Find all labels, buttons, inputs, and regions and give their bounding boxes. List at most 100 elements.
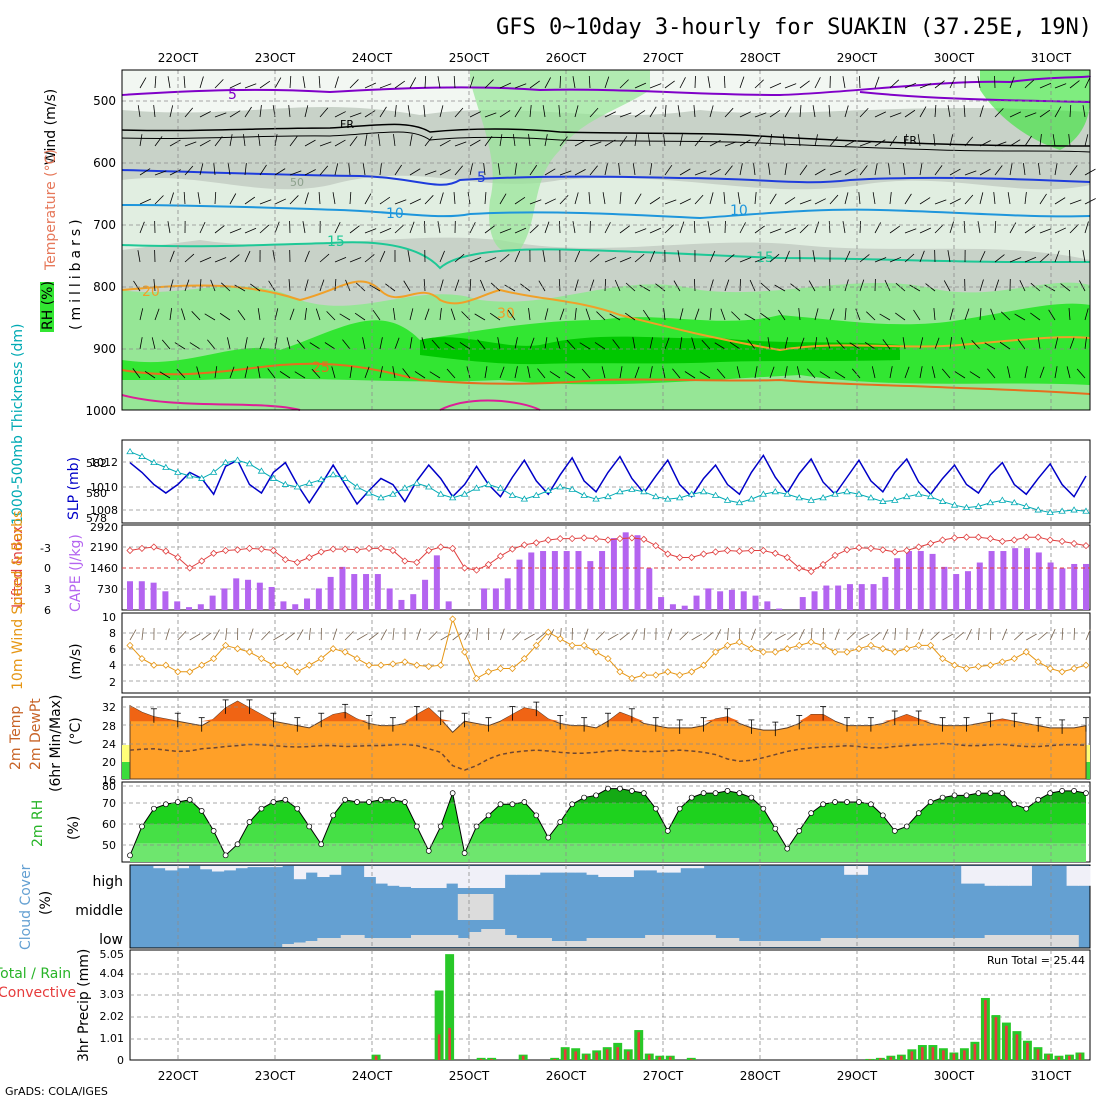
wind-barb <box>377 134 381 147</box>
contour-label: 25 <box>312 360 330 376</box>
wind-barb <box>484 136 493 147</box>
wind-barb <box>484 112 497 118</box>
wind-barb <box>559 170 572 176</box>
thickness-marker <box>1010 498 1019 506</box>
cloud-low-block <box>820 938 833 947</box>
thickness-marker <box>269 474 278 481</box>
wind-barb <box>934 337 940 350</box>
wind-barb <box>227 337 231 350</box>
cloud-low-block <box>949 938 962 947</box>
wind-barb <box>1024 225 1036 234</box>
wind-barb <box>784 366 788 379</box>
wind-barb <box>947 105 951 118</box>
thickness-marker <box>664 495 672 502</box>
wind-barb <box>304 308 307 321</box>
wind-barb <box>619 112 632 118</box>
wind-barb <box>274 221 280 234</box>
cloud-high-block <box>610 866 623 877</box>
wind-barb <box>199 279 202 292</box>
thickness-marker <box>257 467 266 474</box>
lifted-index-marker <box>592 535 600 543</box>
wind-barb <box>454 279 460 292</box>
thickness-marker <box>353 483 361 490</box>
rh2m-marker <box>174 799 181 805</box>
wind10m-barb <box>273 633 284 641</box>
wind-barb <box>767 163 771 176</box>
date-label-bottom: 31OCT <box>1031 1069 1072 1083</box>
lifted-index-marker <box>927 539 935 548</box>
rh-green-patch <box>980 70 1090 150</box>
thickness-marker <box>329 471 337 478</box>
wind-barb <box>544 198 556 205</box>
wind-barb <box>489 312 501 321</box>
wind-barb <box>714 342 726 350</box>
lifted-index-marker <box>628 534 636 542</box>
wind10m-barbs <box>129 627 1091 641</box>
wind-barb <box>499 82 512 89</box>
wind-barb <box>919 197 931 205</box>
wind-barb <box>1024 192 1027 205</box>
wind-barb <box>332 192 336 205</box>
wind-barb <box>274 168 286 176</box>
lifted-index-marker <box>413 558 421 566</box>
cloud-high-block <box>633 866 646 871</box>
cape-bar <box>174 601 181 610</box>
lifted-index-marker <box>986 535 994 543</box>
lifted-index-marker <box>138 544 146 552</box>
cloud-high-block <box>153 866 166 869</box>
wind-barb <box>1069 104 1072 118</box>
cloud-high-block <box>446 866 459 884</box>
lifted-index-marker <box>855 544 863 552</box>
wind-barb <box>589 107 599 118</box>
wind-barb <box>836 339 846 350</box>
wind-barb <box>639 284 651 292</box>
thickness-marker <box>879 497 887 504</box>
wind-barb <box>409 134 413 147</box>
wind10m-barb <box>261 631 271 641</box>
wind-barb <box>439 308 442 321</box>
wind-barb <box>904 193 912 205</box>
wind-barb <box>619 79 629 89</box>
wind-barb <box>634 134 638 147</box>
wind-barb <box>634 228 647 234</box>
thickness-marker <box>389 490 397 497</box>
wind-barb <box>934 105 937 118</box>
wind-barb <box>379 250 386 263</box>
lifted-index-marker <box>867 544 875 552</box>
wind-barb <box>184 107 194 118</box>
temp-tick: 20 <box>102 756 116 769</box>
wind-barb <box>1009 163 1013 176</box>
wind10m-barb <box>440 633 452 641</box>
wind-barb <box>933 134 936 147</box>
wind-barb <box>864 341 876 350</box>
wind-barb <box>379 83 392 89</box>
wind10m-marker <box>365 661 373 669</box>
wind-barb <box>904 82 917 89</box>
wind10m-marker <box>496 664 505 673</box>
wind10m-marker <box>353 655 361 663</box>
wind-barb <box>184 141 197 147</box>
wind-barb <box>219 312 231 321</box>
wind-barb <box>288 105 291 118</box>
wind-barb <box>1039 366 1045 379</box>
wind10m-marker <box>640 671 648 679</box>
lifted-index-marker <box>891 548 899 556</box>
wind-barb <box>1044 284 1056 292</box>
wind-barb <box>604 257 617 263</box>
contour-label: 15 <box>327 234 345 250</box>
wind10m-barb <box>296 629 304 641</box>
ylabel-temperature: Temperature (°C) <box>43 149 59 271</box>
wind-barb <box>977 76 981 89</box>
cloud-high-block <box>1008 866 1021 886</box>
cloud-high-block <box>399 866 412 887</box>
wind-barb <box>364 82 377 89</box>
wind-barb <box>829 170 842 176</box>
cloud-high-block <box>680 866 693 869</box>
precip-convective-bar <box>868 1059 872 1060</box>
precip-convective-bar <box>658 1056 662 1060</box>
cloud-high-block <box>528 866 541 875</box>
wind-barb <box>364 134 368 147</box>
wind-barb <box>574 169 586 176</box>
wind-barb <box>544 308 549 321</box>
wind-barb <box>1048 309 1056 321</box>
